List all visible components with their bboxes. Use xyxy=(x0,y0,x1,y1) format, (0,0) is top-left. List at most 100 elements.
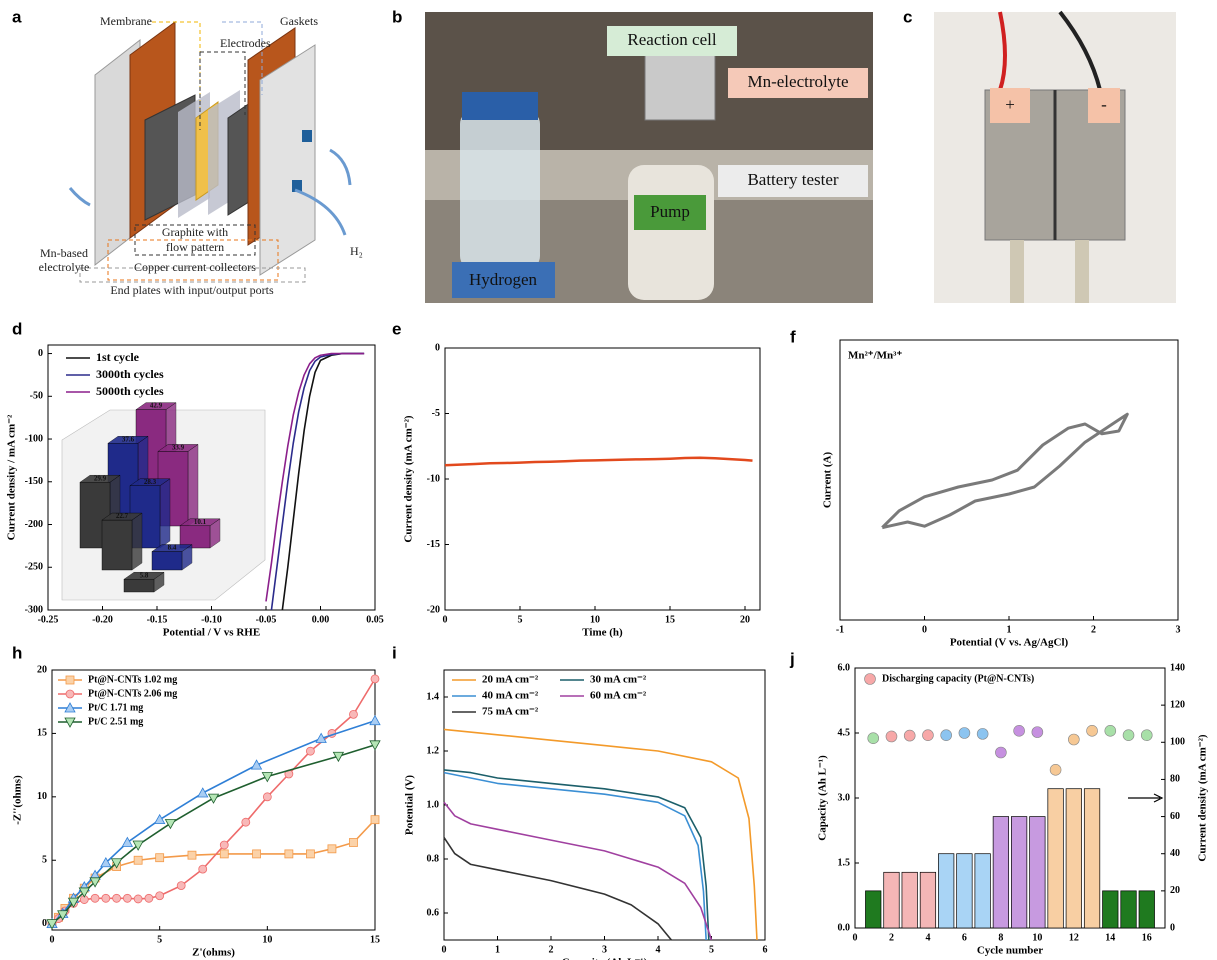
x-tick-label: 0 xyxy=(443,614,448,625)
x-axis-title: Z'(ohms) xyxy=(192,947,235,959)
axis-arrow xyxy=(1128,794,1162,802)
flow-arrow xyxy=(330,150,350,185)
legend-label: Pt/C 2.51 mg xyxy=(88,716,143,727)
marker xyxy=(165,819,175,828)
label: H₂ xyxy=(350,244,363,258)
marker xyxy=(262,773,272,782)
y-tick-label: -150 xyxy=(25,476,43,487)
photo-label: Battery tester xyxy=(747,170,838,189)
y-tick-label: -5 xyxy=(432,408,440,419)
x-tick-label: 5 xyxy=(518,614,523,625)
plot-frame xyxy=(840,340,1178,620)
x-tick-label: -0.05 xyxy=(256,614,277,625)
x-tick-label: 2 xyxy=(1091,624,1096,635)
x-tick-label: 6 xyxy=(962,932,967,943)
y-tick-label: -300 xyxy=(25,604,43,615)
y2-tick-label: 60 xyxy=(1170,811,1180,822)
legend-label: Discharging capacity (Pt@N-CNTs) xyxy=(882,673,1034,684)
legend-label: Pt@N-CNTs 2.06 mg xyxy=(88,688,177,699)
y-tick-label: -250 xyxy=(25,562,43,573)
label: Mn-based xyxy=(40,246,88,260)
y-tick-label: 0.6 xyxy=(427,907,440,918)
marker xyxy=(1105,725,1116,736)
cell xyxy=(645,50,715,120)
x-tick-label: 2 xyxy=(549,944,554,955)
marker xyxy=(886,731,897,742)
bar xyxy=(1084,789,1100,928)
x-tick-label: 10 xyxy=(590,614,600,625)
series-line xyxy=(444,770,709,940)
y-tick-label: 5 xyxy=(42,855,47,866)
marker xyxy=(145,894,153,902)
y2-axis-title: Current density (mA cm⁻²) xyxy=(1197,734,1209,861)
panel-label: e xyxy=(392,319,401,338)
marker xyxy=(306,747,314,755)
bar xyxy=(1048,789,1064,928)
label: End plates with input/output ports xyxy=(110,283,274,297)
series-line xyxy=(444,729,757,940)
x-tick-label: 0 xyxy=(922,624,927,635)
x-tick-label: 1 xyxy=(495,944,500,955)
y-axis-title: Current density / mA cm⁻² xyxy=(6,414,18,540)
x-tick-label: -0.25 xyxy=(38,614,59,625)
x-tick-label: 10 xyxy=(262,934,272,945)
cell-photo: + - xyxy=(934,12,1176,303)
legend-label: 30 mA cm⁻² xyxy=(590,674,647,686)
y-tick-label: 1.0 xyxy=(427,799,440,810)
legend-label: 3000th cycles xyxy=(96,367,164,381)
series-line xyxy=(282,354,364,610)
y-tick-label: -20 xyxy=(427,604,440,615)
marker xyxy=(959,728,970,739)
marker xyxy=(209,794,219,803)
x-tick-label: -0.10 xyxy=(201,614,222,625)
marker xyxy=(263,793,271,801)
photo-label: - xyxy=(1101,95,1107,114)
series-line xyxy=(52,745,375,924)
marker xyxy=(220,850,228,858)
inset-value-label: 8.4 xyxy=(168,544,177,552)
x-tick-label: 14 xyxy=(1105,932,1115,943)
tube-fitting xyxy=(1075,240,1089,303)
legend-label: 20 mA cm⁻² xyxy=(482,674,539,686)
x-tick-label: 6 xyxy=(763,944,768,955)
bar xyxy=(1139,891,1155,928)
label: Graphite with xyxy=(162,225,228,239)
x-tick-label: 20 xyxy=(740,614,750,625)
schematic: Membrane Gaskets Electrodes Mn-based ele… xyxy=(39,14,363,297)
label: electrolyte xyxy=(39,260,90,274)
inset-bar xyxy=(152,552,182,570)
x-axis-title: Potential (V vs. Ag/AgCl) xyxy=(950,637,1069,649)
inset-bar-side xyxy=(132,513,142,570)
series-line xyxy=(52,820,375,924)
panel-label: h xyxy=(12,643,22,662)
bar xyxy=(957,854,973,928)
bar xyxy=(1011,817,1027,928)
x-tick-label: -0.15 xyxy=(147,614,168,625)
bottle-cap xyxy=(462,92,538,120)
legend-label: 1st cycle xyxy=(96,350,140,364)
legend-label: Pt@N-CNTs 1.02 mg xyxy=(88,674,177,685)
marker xyxy=(904,730,915,741)
inset-value-label: 10.1 xyxy=(194,518,207,526)
bar xyxy=(975,854,991,928)
x-tick-label: 4 xyxy=(656,944,661,955)
bar xyxy=(1121,891,1137,928)
y2-tick-label: 40 xyxy=(1170,848,1180,859)
x-axis-title: Potential / V vs RHE xyxy=(163,627,260,639)
y-axis-title: Capacity (Ah L⁻¹) xyxy=(817,755,829,841)
x-tick-label: 16 xyxy=(1142,932,1152,943)
x-tick-label: 3 xyxy=(1176,624,1181,635)
inset-value-label: 37.6 xyxy=(122,435,135,443)
marker xyxy=(91,894,99,902)
marker xyxy=(977,728,988,739)
x-tick-label: 3 xyxy=(602,944,607,955)
series-line xyxy=(271,354,364,610)
panel-label: a xyxy=(12,7,22,26)
x-tick-label: 5 xyxy=(709,944,714,955)
x-tick-label: 15 xyxy=(370,934,380,945)
y-tick-label: -200 xyxy=(25,519,43,530)
x-axis-title: Time (h) xyxy=(582,627,623,639)
bar xyxy=(865,891,881,928)
photo-label: Hydrogen xyxy=(469,270,537,289)
marker xyxy=(1141,730,1152,741)
